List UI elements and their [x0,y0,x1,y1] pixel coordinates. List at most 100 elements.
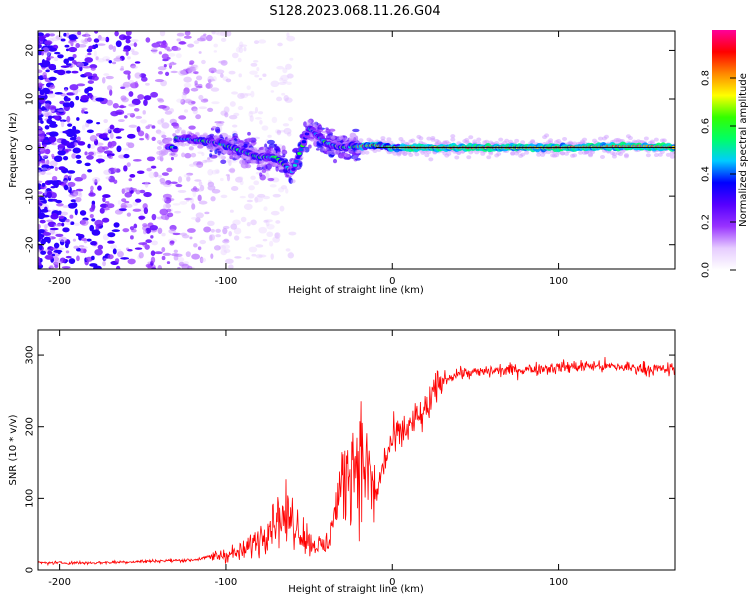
spectrogram-cell [186,130,192,135]
spectrogram-cell [48,92,56,99]
spectrogram-cell [149,225,159,231]
spectrogram-cell [120,95,127,101]
spectrogram-cell [176,38,182,42]
spectrogram-cell [303,121,307,127]
spectrogram-cell [89,207,95,212]
spectrogram-cell [266,223,275,230]
spectrogram-cell [230,139,236,144]
spectrogram-cell [249,70,258,75]
spectrogram-cell [49,131,58,137]
spectrogram-cell [486,155,492,160]
spectrogram-cell [118,128,125,131]
spectrogram-cell [64,88,68,92]
spectrogram-cell [219,177,224,182]
spectrogram-cell [166,261,171,265]
spectrogram-cell [103,207,110,211]
colorbar-tick-label: 0.6 [701,118,712,134]
spectrogram-cell [192,190,197,198]
spectrogram-cell [165,203,172,209]
spectrogram-cell [278,81,287,85]
spectrogram-cell [572,153,578,158]
spectrogram-cell [191,203,196,210]
spectrogram-cell [55,35,63,40]
spectrogram-cell [184,99,192,104]
spectrogram-cell [159,31,166,37]
spectrogram-cell [251,253,257,257]
spectrogram-cell [237,176,244,180]
spectrogram-cell [74,208,78,216]
spectrogram-cell [145,227,152,234]
spectrogram-cell [120,65,124,70]
spectrogram-cell [40,159,46,164]
spectrogram-cell [61,266,71,269]
spectrogram-cell [250,175,256,180]
spectrogram-cell [129,174,136,178]
spectrogram-cell [229,167,236,174]
spectrogram-cell [43,236,50,243]
spectrogram-cell [287,252,295,259]
spectrogram-cell [199,184,205,192]
spectrogram-cell [64,242,69,249]
spectrogram-cell [380,136,386,141]
spectrogram-cell [428,157,434,162]
spectrogram-cell [263,219,269,223]
colorbar-tick-label: 0.0 [701,262,712,278]
spectrogram-cell [220,73,224,78]
spectrogram-cell [46,52,51,58]
spectrogram-cell [56,247,65,250]
spectrogram-cell [195,114,201,120]
spectrogram-cell [146,167,152,172]
spectrogram-cell [48,47,58,52]
spectrogram-cell [47,56,54,59]
x-tick-label: -200 [48,276,71,287]
spectrogram-cell [83,111,89,114]
spectrogram-cell [105,203,115,209]
spectrogram-cell [48,76,57,81]
spectrogram-cell [62,130,69,134]
spectrogram-cell [97,146,106,153]
spectrogram-cell [121,205,128,208]
spectrogram-cell [304,132,310,136]
spectrogram-cell [57,144,66,149]
spectrogram-cell [599,154,605,159]
spectrogram-cell [244,236,252,239]
spectrogram-cell [42,232,52,236]
spectrogram-cell [88,45,94,50]
spectrogram-cell [169,240,175,244]
spectrogram-cell [90,67,96,71]
spectrogram-cell [125,50,129,56]
spectrogram-cell [166,138,172,143]
spectrogram-cell [216,169,220,174]
y-tick-label: -10 [25,188,36,204]
spectrogram-cell [496,151,502,156]
spectrogram-cell [137,94,145,100]
spectrogram-cell [75,42,80,49]
spectrogram-cell [162,197,167,202]
spectrogram-cell [207,220,215,227]
spectrogram-cell [102,233,109,241]
spectrogram-cell [97,185,102,191]
spectrogram-cell [56,139,62,144]
spectrogram-cell [194,64,199,70]
spectrogram-cell [107,240,115,244]
spectrogram-xlabel: Height of straight line (km) [288,285,424,296]
spectrogram-cell [128,124,138,128]
spectrogram-cell [260,162,266,167]
spectrogram-cell [285,188,289,194]
spectrogram-cell [597,136,603,141]
spectrogram-cell [83,72,93,77]
spectrogram-cell [143,99,148,107]
spectrogram-cell [298,147,304,152]
spectrogram-cell [88,151,95,156]
spectrogram-cell [332,158,338,164]
spectrogram-cell [60,38,66,42]
spectrogram-cell [414,152,420,157]
spectrogram-cell [76,83,86,87]
spectrogram-cell [40,95,46,100]
spectrogram-cell [38,256,41,264]
spectrogram-cell [54,51,61,55]
spectrogram-cell [267,134,272,138]
spectrogram-cell [144,181,149,188]
spectrogram-cell [223,106,230,114]
spectrogram-cell [166,212,174,218]
